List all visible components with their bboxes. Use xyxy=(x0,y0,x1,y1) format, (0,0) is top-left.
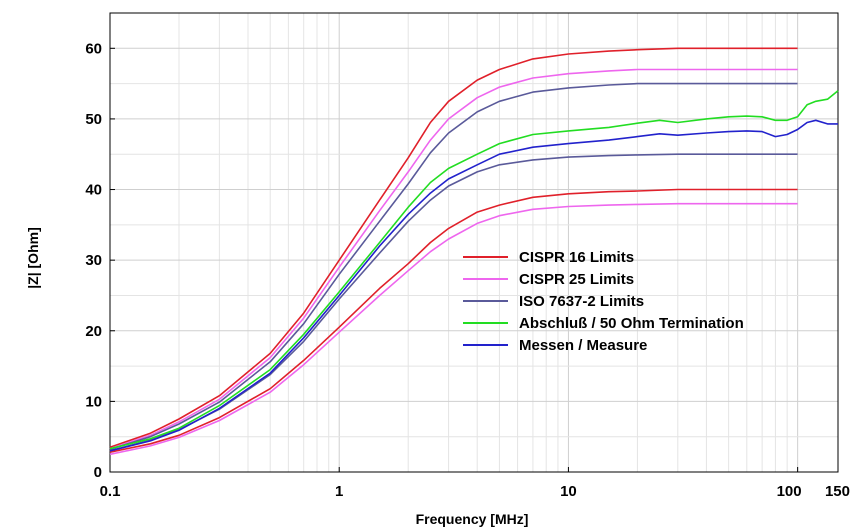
series-line-messen-measure xyxy=(109,119,838,452)
series-line-cispr-16-limits xyxy=(109,188,798,453)
legend-label: Abschluß / 50 Ohm Termination xyxy=(519,315,744,332)
series-line-iso-7637-2-limits xyxy=(109,82,798,451)
x-tick-label: 1 xyxy=(335,483,343,500)
y-tick-label: 30 xyxy=(85,252,102,269)
series-layer xyxy=(109,47,839,456)
y-tick-label: 50 xyxy=(85,111,102,128)
legend: CISPR 16 Limits CISPR 25 Limits ISO 7637-2… xyxy=(463,249,744,354)
y-axis-ticks: 0 10 20 30 40 50 60 xyxy=(85,40,115,481)
y-tick-label: 10 xyxy=(85,393,102,410)
series-line-cispr-25-limits xyxy=(109,202,798,456)
x-tick-label: 10 xyxy=(560,483,577,500)
y-tick-label: 0 xyxy=(94,464,102,481)
y-tick-label: 20 xyxy=(85,323,102,340)
y-axis-label: |Z| [Ohm] xyxy=(25,227,41,289)
legend-label: CISPR 16 Limits xyxy=(519,249,634,266)
plot-frame xyxy=(109,12,839,473)
series-line-iso-7637-2-limits xyxy=(109,153,798,452)
x-axis-ticks: 0.1 1 10 100 150 xyxy=(100,467,850,500)
x-axis-label: Frequency [MHz] xyxy=(416,511,529,527)
y-tick-label: 60 xyxy=(85,40,102,57)
legend-label: CISPR 25 Limits xyxy=(519,271,634,288)
legend-label: Messen / Measure xyxy=(519,337,647,354)
series-line-abschlu-50-ohm-termination xyxy=(109,90,839,450)
x-tick-label: 150 xyxy=(825,483,850,500)
y-tick-label: 40 xyxy=(85,182,102,199)
legend-label: ISO 7637-2 Limits xyxy=(519,293,644,310)
x-tick-label: 0.1 xyxy=(100,483,121,500)
series-line-cispr-25-limits xyxy=(109,68,798,450)
series-line-cispr-16-limits xyxy=(109,47,798,449)
x-tick-label: 100 xyxy=(777,483,802,500)
